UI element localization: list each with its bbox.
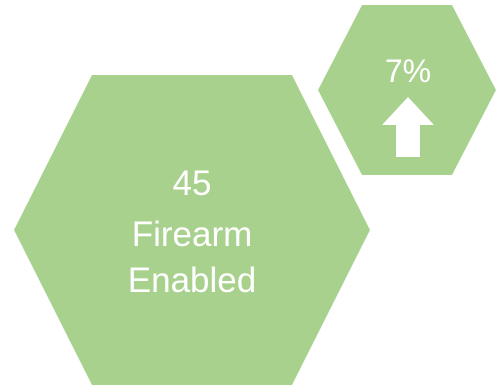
firearm-count-value: 45 (172, 164, 212, 203)
large-hexagon (14, 75, 370, 385)
up-arrow-icon (382, 97, 434, 157)
percent-change-value: 7% (384, 53, 432, 89)
enabled-label: Enabled (127, 261, 257, 300)
small-hexagon (318, 5, 496, 175)
firearm-label: Firearm (131, 215, 253, 254)
